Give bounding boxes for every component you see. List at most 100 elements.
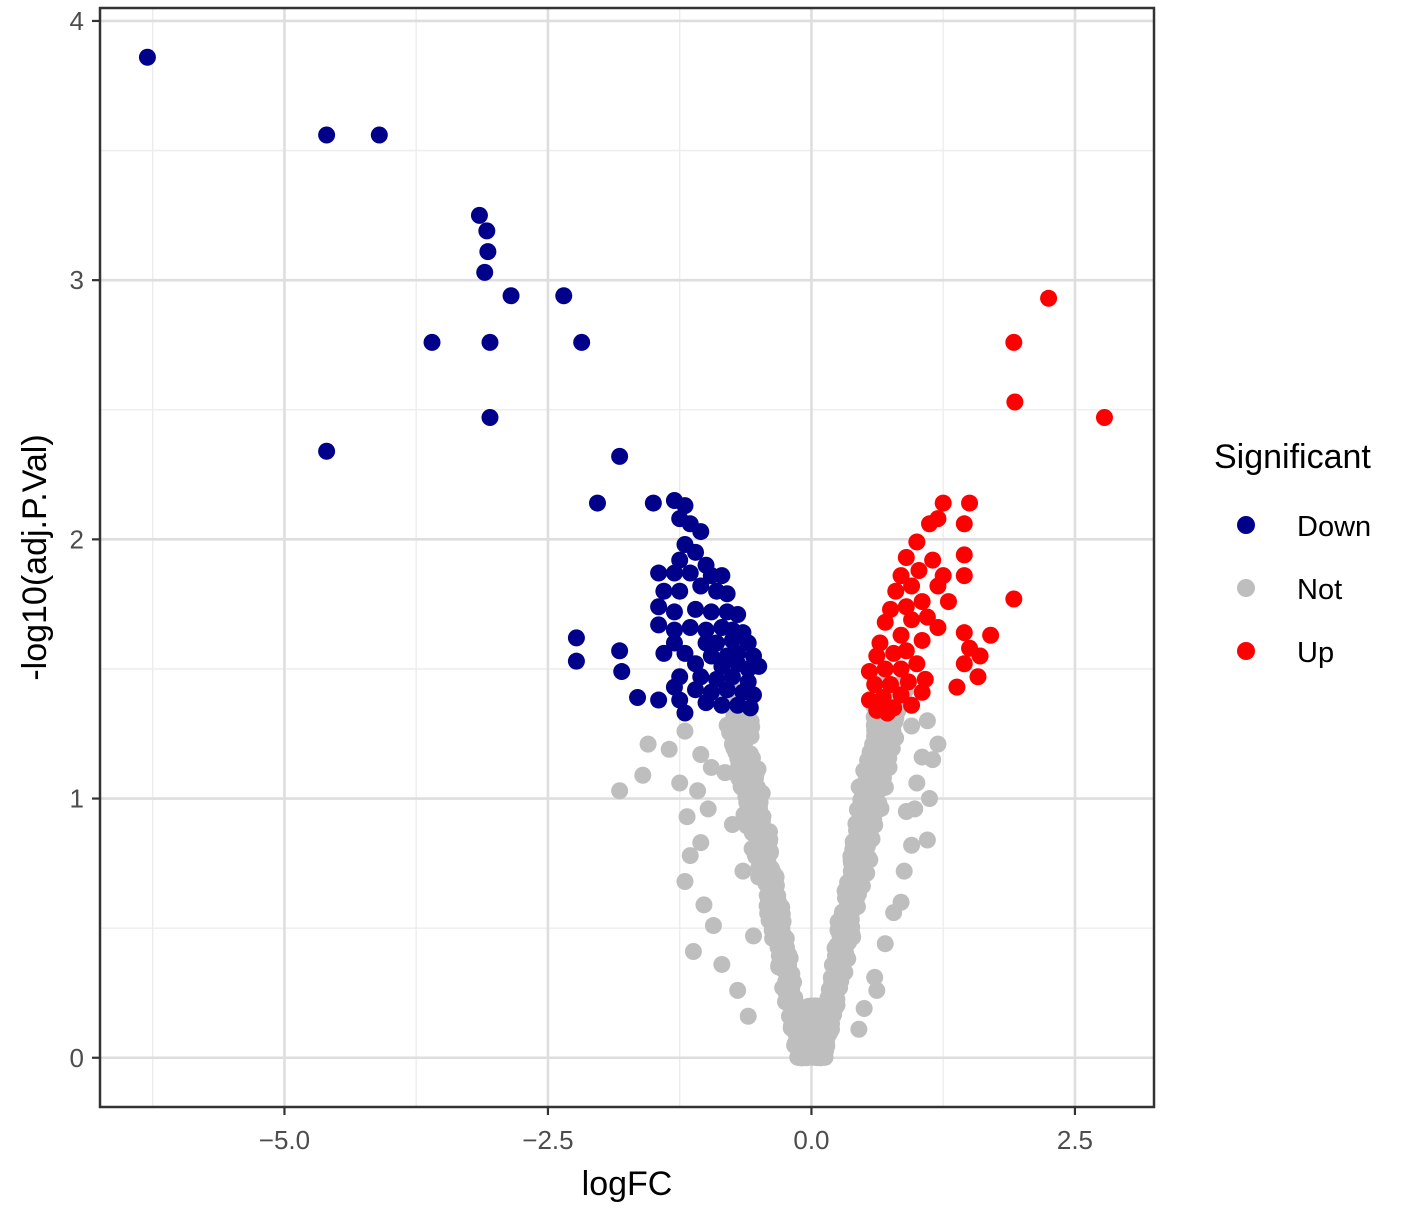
legend-key-down — [1237, 516, 1255, 534]
point-up — [908, 533, 926, 551]
point-up — [955, 515, 973, 533]
point-up — [903, 577, 921, 595]
point-down — [613, 663, 631, 681]
point-up — [948, 678, 966, 696]
point-up — [1005, 590, 1023, 608]
point-not — [678, 808, 696, 826]
point-not — [689, 782, 707, 800]
point-up — [892, 660, 910, 678]
point-down — [370, 126, 388, 144]
point-up — [969, 668, 987, 686]
point-not — [868, 981, 886, 999]
point-not — [858, 830, 876, 848]
point-up — [971, 647, 989, 665]
point-down — [665, 634, 683, 652]
point-up — [882, 676, 899, 694]
point-up — [910, 561, 928, 579]
point-not — [805, 1001, 823, 1019]
point-not — [800, 1032, 818, 1050]
y-tick-label: 3 — [70, 265, 84, 295]
point-down — [665, 564, 683, 582]
point-up — [955, 624, 973, 642]
point-not — [749, 831, 767, 849]
point-down — [713, 567, 731, 585]
point-not — [742, 727, 760, 745]
point-up — [929, 618, 947, 636]
point-up — [868, 647, 886, 665]
point-down — [318, 442, 336, 460]
point-not — [829, 966, 847, 984]
legend-label-not: Not — [1297, 574, 1342, 606]
point-down — [665, 621, 683, 639]
point-not — [753, 812, 771, 830]
point-not — [855, 1000, 873, 1018]
point-up — [882, 600, 899, 618]
point-up — [897, 549, 915, 566]
point-not — [750, 799, 768, 817]
point-down — [702, 647, 720, 665]
point-not — [735, 777, 753, 795]
point-down — [676, 704, 694, 722]
point-not — [713, 955, 731, 973]
point-down — [644, 494, 662, 512]
point-not — [929, 735, 947, 753]
x-tick-label: 2.5 — [1057, 1125, 1093, 1155]
point-not — [866, 968, 884, 986]
point-not — [838, 903, 856, 921]
point-not — [684, 942, 702, 960]
point-down — [671, 551, 689, 569]
point-not — [903, 717, 921, 735]
point-not — [739, 1007, 757, 1025]
point-not — [866, 768, 884, 786]
point-down — [611, 642, 629, 660]
point-not — [744, 927, 762, 945]
point-not — [732, 757, 750, 775]
point-up — [892, 686, 910, 704]
point-down — [650, 616, 668, 634]
point-down — [692, 668, 710, 686]
point-up — [955, 655, 973, 673]
point-not — [639, 735, 657, 753]
point-down — [555, 287, 573, 305]
point-down — [687, 655, 705, 673]
point-down — [739, 634, 757, 652]
point-not — [867, 720, 885, 738]
point-up — [924, 551, 942, 569]
point-down — [681, 618, 699, 636]
point-down — [611, 447, 629, 465]
point-up — [876, 613, 894, 631]
point-up — [955, 546, 973, 564]
point-down — [671, 582, 689, 600]
point-not — [895, 862, 913, 880]
point-not — [814, 1017, 832, 1035]
point-up — [1095, 409, 1113, 427]
point-down — [741, 699, 759, 717]
point-up — [887, 582, 905, 600]
point-not — [814, 1044, 832, 1062]
point-up — [897, 642, 915, 660]
point-down — [676, 644, 694, 662]
point-down — [567, 652, 585, 670]
point-not — [850, 778, 868, 796]
point-up — [903, 611, 921, 629]
point-down — [697, 694, 715, 712]
x-tick-label: 0.0 — [793, 1125, 829, 1155]
x-axis-title: logFC — [582, 1165, 673, 1203]
point-not — [772, 907, 790, 925]
point-not — [729, 981, 747, 999]
point-down — [744, 686, 762, 704]
point-up — [1040, 289, 1058, 307]
point-down — [713, 696, 731, 714]
point-not — [918, 712, 936, 730]
point-down — [470, 206, 488, 224]
point-down — [629, 688, 647, 706]
x-tick-label: −5.0 — [259, 1125, 310, 1155]
minor-gridlines — [100, 8, 1154, 1107]
point-down — [481, 333, 499, 351]
point-up — [913, 593, 931, 611]
point-down — [750, 657, 768, 675]
point-not — [723, 815, 741, 833]
point-down — [479, 243, 497, 261]
point-up — [878, 704, 896, 722]
point-down — [687, 543, 705, 561]
